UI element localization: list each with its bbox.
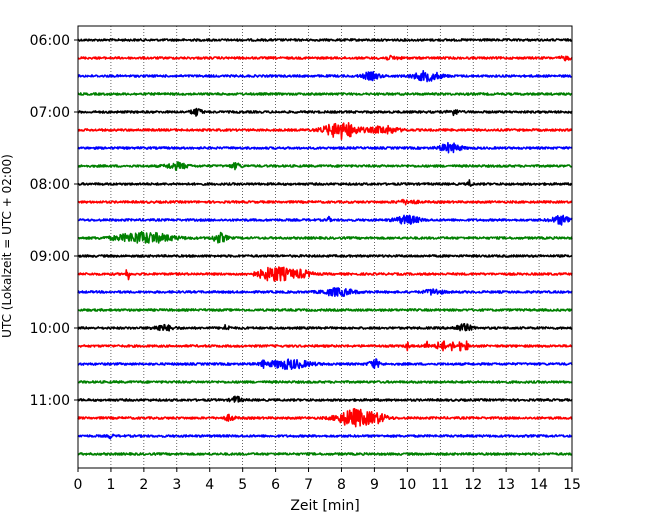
seismic-trace-0900 [77, 254, 573, 258]
seismic-trace-0930 [77, 287, 573, 298]
seismic-trace-0600 [77, 38, 573, 42]
seismic-trace-0800 [77, 179, 573, 187]
trace-layer [77, 38, 573, 456]
y-tick-label: 10:00 [30, 321, 70, 337]
seismic-trace-0645 [77, 92, 573, 96]
x-tick-label: 2 [139, 477, 148, 493]
x-tick-label: 10 [398, 477, 416, 493]
x-tick-label: 3 [172, 477, 181, 493]
y-tick-label: 09:00 [30, 249, 70, 265]
seismic-trace-0915 [77, 266, 573, 282]
seismic-trace-0615 [77, 54, 573, 62]
y-axis: 06:00 07:00 08:00 09:00 10:00 11:00 [30, 33, 78, 409]
x-tick-label: 12 [464, 477, 482, 493]
y-tick-label: 08:00 [30, 177, 70, 193]
y-axis-label: UTC (Lokalzeit = UTC + 02:00) [0, 154, 14, 338]
seismic-trace-0845 [77, 230, 573, 244]
seismic-trace-0945 [77, 308, 573, 312]
seismic-trace-1000 [77, 323, 573, 332]
x-tick-label: 13 [497, 477, 515, 493]
seismic-trace-1145 [77, 452, 573, 456]
x-tick-label: 11 [431, 477, 449, 493]
seismic-trace-1045 [77, 380, 573, 384]
y-tick-label: 11:00 [30, 393, 70, 409]
x-tick-label: 14 [530, 477, 548, 493]
seismic-trace-0715 [77, 121, 573, 140]
x-axis: 0 1 2 3 4 5 6 7 8 9 10 11 12 13 14 15 [74, 468, 581, 493]
x-tick-label: 9 [370, 477, 379, 493]
y-tick-label: 06:00 [30, 33, 70, 49]
x-tick-label: 7 [304, 477, 313, 493]
plot-frame [77, 25, 573, 469]
seismic-trace-0700 [77, 107, 573, 117]
x-tick-label: 4 [205, 477, 214, 493]
seismic-trace-1130 [77, 433, 573, 440]
seismic-trace-1015 [77, 340, 573, 352]
seismic-trace-0730 [77, 141, 573, 154]
x-tick-label: 6 [271, 477, 280, 493]
x-axis-label: Zeit [min] [290, 498, 359, 514]
x-tick-label: 1 [106, 477, 115, 493]
seismic-trace-1030 [77, 358, 573, 371]
x-tick-label: 8 [337, 477, 346, 493]
y-tick-label: 07:00 [30, 105, 70, 121]
seismic-trace-0815 [77, 198, 573, 206]
seismic-trace-0630 [77, 70, 573, 83]
x-tick-label: 5 [238, 477, 247, 493]
seismic-trace-1115 [77, 407, 573, 428]
x-tick-label: 15 [563, 477, 581, 493]
seismic-trace-0745 [77, 161, 573, 171]
seismic-trace-0830 [77, 214, 573, 226]
x-tick-label: 0 [74, 477, 83, 493]
seismic-trace-1100 [77, 395, 573, 403]
